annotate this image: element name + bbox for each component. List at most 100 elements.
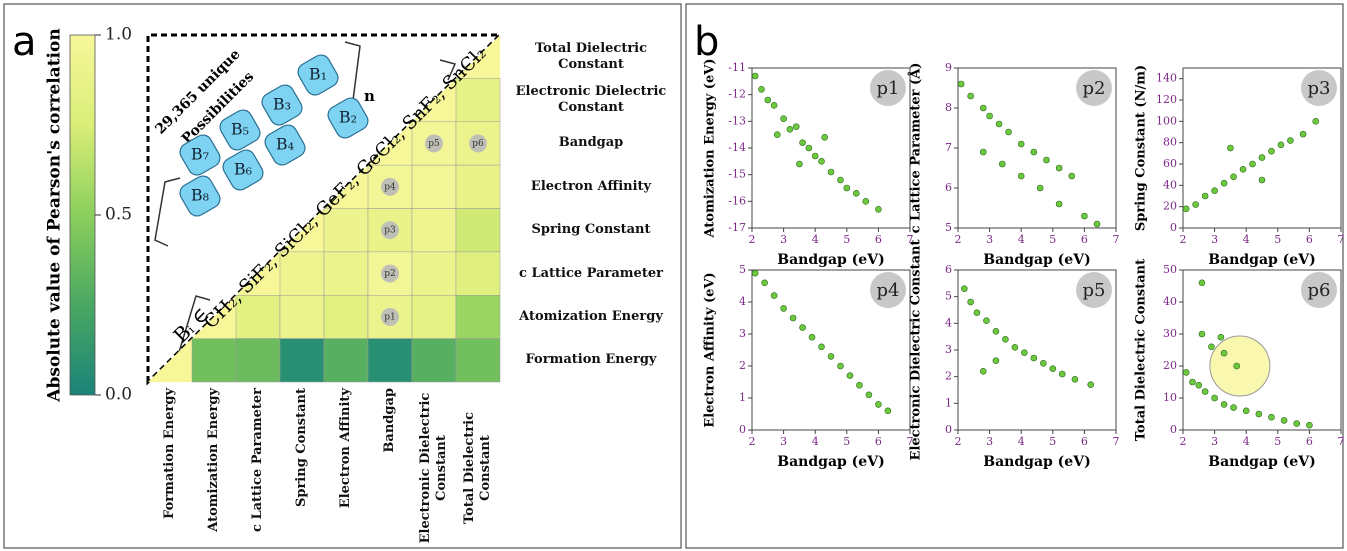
y-tick-label: 40: [1163, 295, 1177, 308]
diagonal-half: [412, 78, 456, 122]
point: [796, 160, 803, 168]
x-axis-label: Bandgap (eV): [777, 252, 884, 268]
point: [1293, 420, 1301, 427]
heatmap-cell: [191, 338, 237, 383]
x-tick-label: 2: [1180, 435, 1187, 448]
plot-badge: [870, 70, 906, 106]
y-tick-label: 5: [945, 221, 952, 234]
y-tick-label: 4: [739, 295, 746, 308]
point: [998, 160, 1006, 168]
x-tick-label: 5: [1049, 435, 1056, 448]
point: [761, 279, 768, 287]
x-tick-label: 7: [1113, 435, 1120, 448]
point: [818, 343, 825, 351]
heatmap-cell: [323, 338, 369, 383]
block: [179, 175, 221, 217]
point: [1192, 201, 1199, 208]
point: [786, 126, 794, 133]
point: [837, 176, 844, 184]
y-tick-label: 0: [945, 423, 952, 436]
point: [856, 381, 863, 389]
x-axis-label: Bandgap (eV): [1208, 252, 1315, 268]
point: [1220, 401, 1228, 408]
point: [1081, 212, 1088, 220]
block-label: B₁: [309, 65, 327, 84]
annotation-badge: [381, 177, 399, 196]
point: [805, 144, 813, 152]
x-tick-label: 6: [1081, 233, 1088, 246]
point: [827, 353, 835, 360]
heatmap-cell: [455, 338, 501, 383]
column-label: Spring Constant: [294, 388, 309, 508]
block: [219, 109, 261, 151]
point: [1227, 144, 1234, 152]
x-tick-label: 3: [1211, 233, 1218, 246]
colorbar-tick-label: 0.0: [105, 385, 132, 405]
point: [1299, 130, 1307, 138]
point: [1049, 365, 1057, 372]
point: [865, 391, 873, 399]
y-tick-label: -16: [728, 194, 746, 207]
row-label: Total Dielectric Constant: [534, 40, 648, 72]
panel-label: a: [12, 19, 37, 65]
colorbar: [69, 34, 96, 396]
y-tick-label: 2: [739, 359, 746, 372]
point: [780, 305, 787, 312]
x-tick-label: 5: [843, 233, 850, 246]
x-tick-label: 3: [986, 435, 993, 448]
x-tick-label: 4: [812, 435, 819, 448]
point: [1239, 166, 1247, 173]
diagonal-half: [236, 251, 280, 296]
point: [992, 357, 1000, 364]
diagonal-half: [148, 338, 192, 382]
y-tick-label: 3: [739, 327, 746, 340]
diagonal-half: [280, 208, 324, 252]
x-tick-label: 5: [1274, 435, 1281, 448]
point: [827, 168, 835, 176]
column-label: Electronic Dielectric Constant: [418, 392, 449, 544]
y-tick-label: 20: [1163, 200, 1177, 213]
point: [862, 198, 870, 205]
point: [1211, 394, 1218, 402]
x-tick-label: 3: [1211, 435, 1218, 448]
diagonal-half: [324, 165, 368, 209]
point: [1036, 184, 1044, 192]
point: [1258, 176, 1266, 184]
point: [979, 368, 987, 375]
y-tick-label: 60: [1163, 157, 1177, 170]
block-label: B₆: [234, 160, 252, 179]
point: [1249, 160, 1256, 168]
x-tick-label: 4: [1243, 233, 1250, 246]
x-axis-label: Bandgap (eV): [1208, 454, 1315, 470]
heatmap-cell: [323, 295, 369, 339]
x-tick-label: 6: [1081, 435, 1088, 448]
point: [1280, 417, 1288, 424]
y-tick-label: -13: [728, 114, 746, 127]
heatmap-cell: [279, 251, 325, 296]
y-axis-label: Total Dielectric Constant: [1134, 259, 1149, 441]
plot-badge: [870, 272, 906, 308]
y-tick-label: 0: [1170, 221, 1177, 234]
plot-badge-label: p4: [877, 280, 900, 301]
point: [1208, 343, 1215, 351]
plot-badge-label: p6: [1308, 280, 1331, 301]
block: [179, 134, 221, 176]
row-label: Spring Constant: [531, 222, 651, 238]
annotation-badge: [381, 307, 399, 326]
point: [1268, 147, 1275, 155]
point: [1230, 173, 1237, 181]
point: [1040, 360, 1047, 367]
x-axis-label: Bandgap (eV): [777, 454, 884, 470]
heatmap-cell: [411, 164, 457, 209]
column-label: c Lattice Parameter: [250, 388, 265, 532]
point: [764, 96, 772, 104]
point: [770, 292, 778, 299]
annotation-label: p5: [428, 139, 440, 149]
x-tick-label: 6: [875, 233, 882, 246]
point: [973, 309, 981, 316]
annotation-label: p3: [384, 226, 396, 236]
x-tick-label: 5: [1274, 233, 1281, 246]
heatmap-cell: [411, 251, 457, 296]
colorbar-tick-label: 0.5: [105, 205, 132, 225]
annotation-label: p4: [384, 182, 396, 192]
